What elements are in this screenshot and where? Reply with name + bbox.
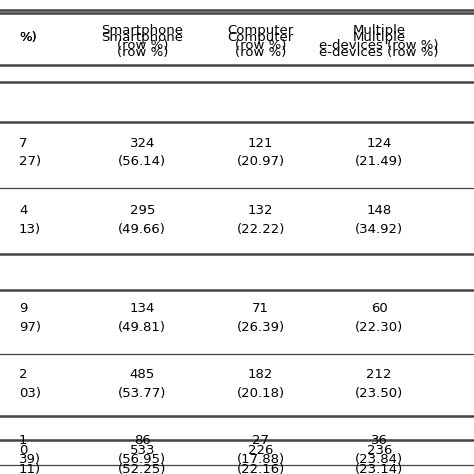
Text: 86
(56.95): 86 (56.95) [118, 435, 166, 465]
Text: 71
(26.39): 71 (26.39) [237, 302, 285, 334]
Text: Multiple
e-devices (row %): Multiple e-devices (row %) [319, 31, 439, 59]
Text: 9
97): 9 97) [19, 302, 41, 334]
Text: 212
(23.50): 212 (23.50) [355, 368, 403, 400]
Text: %): %) [19, 31, 36, 44]
Text: Computer
(row %): Computer (row %) [228, 31, 294, 59]
Text: Multiple
e-devices (row %): Multiple e-devices (row %) [319, 24, 439, 52]
Text: Computer
(row %): Computer (row %) [228, 24, 294, 52]
Text: 295
(49.66): 295 (49.66) [118, 204, 166, 236]
Text: 134
(49.81): 134 (49.81) [118, 302, 166, 334]
Text: 36
(23.84): 36 (23.84) [355, 435, 403, 465]
Text: 124
(21.49): 124 (21.49) [355, 137, 403, 167]
Text: 324
(56.14): 324 (56.14) [118, 137, 166, 167]
Text: 533
(52.25): 533 (52.25) [118, 445, 166, 474]
Text: 0
11): 0 11) [19, 445, 41, 474]
Text: Smartphone
(row %): Smartphone (row %) [101, 24, 183, 52]
Text: 485
(53.77): 485 (53.77) [118, 368, 166, 400]
Text: 1
39): 1 39) [19, 435, 41, 465]
Text: 182
(20.18): 182 (20.18) [237, 368, 285, 400]
Text: %): %) [19, 31, 36, 45]
Text: 148
(34.92): 148 (34.92) [355, 204, 403, 236]
Text: 4
13): 4 13) [19, 204, 41, 236]
Text: Smartphone
(row %): Smartphone (row %) [101, 31, 183, 59]
Text: 7
27): 7 27) [19, 137, 41, 167]
Text: 236
(23.14): 236 (23.14) [355, 445, 403, 474]
Text: 226
(22.16): 226 (22.16) [237, 445, 285, 474]
Text: 121
(20.97): 121 (20.97) [237, 137, 285, 167]
Text: 2
03): 2 03) [19, 368, 41, 400]
Text: 60
(22.30): 60 (22.30) [355, 302, 403, 334]
Text: 27
(17.88): 27 (17.88) [237, 435, 285, 465]
Text: 132
(22.22): 132 (22.22) [237, 204, 285, 236]
